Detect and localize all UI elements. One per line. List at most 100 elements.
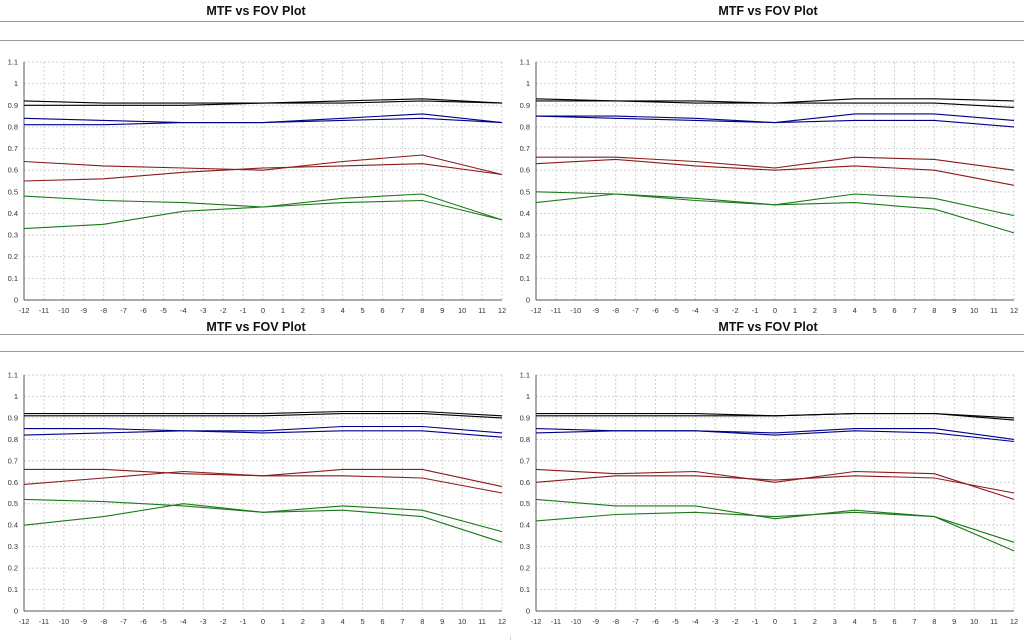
title-divider bbox=[512, 334, 1024, 335]
x-tick-label: 11 bbox=[478, 617, 486, 626]
x-tick-label: 12 bbox=[1010, 617, 1018, 626]
x-tick-label: -9 bbox=[592, 306, 599, 315]
x-tick-label: 3 bbox=[321, 306, 325, 315]
y-tick-label: 1.1 bbox=[520, 58, 530, 67]
y-tick-label: 0.8 bbox=[520, 435, 530, 444]
x-tick-label: -3 bbox=[712, 306, 719, 315]
x-tick-label: 9 bbox=[440, 617, 444, 626]
x-tick-label: -10 bbox=[58, 306, 69, 315]
y-tick-label: 0.1 bbox=[520, 274, 530, 283]
x-tick-label: -6 bbox=[140, 617, 147, 626]
y-tick-label: 1.1 bbox=[520, 371, 530, 380]
x-tick-label: 8 bbox=[420, 306, 424, 315]
x-tick-label: -2 bbox=[732, 306, 739, 315]
x-tick-label: 9 bbox=[952, 617, 956, 626]
y-tick-label: 0.7 bbox=[8, 456, 18, 465]
y-tick-label: 0.6 bbox=[520, 478, 530, 487]
series-line-green bbox=[23, 199, 503, 230]
x-tick-label: -8 bbox=[100, 306, 107, 315]
x-tick-label: -2 bbox=[732, 617, 739, 626]
x-tick-label: 8 bbox=[932, 306, 936, 315]
x-tick-label: -11 bbox=[551, 306, 561, 315]
y-tick-label: 0.6 bbox=[520, 166, 530, 175]
header-divider bbox=[0, 40, 512, 41]
series-line-blue bbox=[24, 117, 503, 126]
x-tick-label: -9 bbox=[80, 306, 87, 315]
series-line-black bbox=[536, 100, 1015, 108]
y-tick-label: 0.4 bbox=[520, 521, 530, 530]
chart-plot: -12 -11 -10 -9 -8 -7 -6 -5 -4 -3 -2 -1 0 1 2 3 4 5 6 7 8 9 10 1… bbox=[8, 58, 507, 316]
x-tick-label: 2 bbox=[301, 306, 305, 315]
series-line-blue bbox=[23, 430, 503, 438]
y-tick-label: 1 bbox=[526, 392, 530, 401]
x-tick-label: -1 bbox=[240, 306, 247, 315]
series-line-black bbox=[24, 410, 503, 417]
y-tick-label: 0.3 bbox=[520, 231, 530, 240]
x-tick-label: -5 bbox=[160, 306, 167, 315]
x-tick-label: -2 bbox=[220, 306, 227, 315]
chart-panel-bottom-left: MTF vs FOV Plot -12 -11 -10 -9 -8 -7 -6 -5 -4 -3-… bbox=[0, 316, 512, 636]
x-tick-label: 7 bbox=[400, 617, 404, 626]
x-tick-label: 0 bbox=[261, 306, 265, 315]
x-tick-label: -3 bbox=[712, 617, 719, 626]
y-tick-label: 0.7 bbox=[8, 144, 18, 153]
x-tick-label: -6 bbox=[652, 617, 659, 626]
x-tick-label: -9 bbox=[80, 617, 87, 626]
series-line-red bbox=[535, 475, 1015, 494]
series-line-red bbox=[23, 154, 503, 176]
series-line-black bbox=[24, 100, 503, 106]
x-tick-label: 4 bbox=[853, 306, 857, 315]
header-divider bbox=[512, 40, 1024, 41]
x-tick-label: -11 bbox=[39, 306, 49, 315]
x-tick-label: 1 bbox=[281, 306, 285, 315]
y-tick-label: 0.9 bbox=[520, 413, 530, 422]
x-tick-label: 10 bbox=[458, 617, 466, 626]
x-tick-label: -12 bbox=[531, 306, 542, 315]
x-tick-label: 2 bbox=[813, 617, 817, 626]
y-tick-label: 0.9 bbox=[8, 413, 18, 422]
x-tick-label: -1 bbox=[752, 306, 759, 315]
chart-plot: -12 -11 -10 -9 -8 -7 -6 -5 -4 -3 -2 -1 0 1 2 3 4 5 6 7 8 9 10 1… bbox=[8, 371, 507, 627]
y-tick-label: 0.1 bbox=[520, 585, 530, 594]
x-tick-label: 1 bbox=[793, 617, 797, 626]
x-tick-label: -4 bbox=[692, 617, 699, 626]
title-divider bbox=[0, 334, 512, 335]
x-tick-label: -6 bbox=[652, 306, 659, 315]
series-line-red bbox=[23, 163, 503, 182]
series-line-green bbox=[535, 511, 1015, 543]
x-tick-label: 11 bbox=[990, 617, 998, 626]
x-tick-label: -7 bbox=[120, 617, 127, 626]
y-tick-label: 0 bbox=[14, 296, 18, 305]
x-tick-label: 11 bbox=[478, 306, 486, 315]
chart-title: MTF vs FOV Plot bbox=[718, 320, 818, 334]
x-tick-label: 8 bbox=[420, 617, 424, 626]
x-tick-label: -7 bbox=[632, 617, 639, 626]
x-tick-label: -11 bbox=[551, 617, 561, 626]
chart-panel-top-left: MTF vs FOV Plot -12 -11 -10 -9 -8 -7 -6 -5 -4 -3-… bbox=[0, 0, 512, 320]
y-tick-label: 0 bbox=[526, 607, 530, 616]
x-tick-label: 0 bbox=[773, 306, 777, 315]
header-divider bbox=[0, 351, 512, 352]
header-divider bbox=[512, 351, 1024, 352]
x-tick-label: -4 bbox=[180, 617, 187, 626]
x-tick-label: 2 bbox=[301, 617, 305, 626]
x-tick-label: 6 bbox=[380, 617, 384, 626]
x-tick-label: 12 bbox=[498, 617, 506, 626]
x-tick-label: 1 bbox=[281, 617, 285, 626]
y-tick-label: 0.4 bbox=[520, 209, 530, 218]
x-tick-label: 6 bbox=[892, 617, 896, 626]
x-tick-label: 4 bbox=[341, 306, 345, 315]
x-tick-label: 9 bbox=[440, 306, 444, 315]
x-tick-label: -3 bbox=[200, 306, 207, 315]
y-tick-label: 0.5 bbox=[8, 499, 18, 508]
x-tick-label: 7 bbox=[912, 306, 916, 315]
x-tick-label: 4 bbox=[341, 617, 345, 626]
series-line-black bbox=[536, 413, 1015, 421]
x-tick-label: 11 bbox=[990, 306, 998, 315]
y-tick-label: 0.3 bbox=[8, 231, 18, 240]
x-tick-label: 3 bbox=[321, 617, 325, 626]
x-tick-label: -1 bbox=[752, 617, 759, 626]
series-line-red bbox=[23, 470, 503, 494]
y-tick-label: 1 bbox=[14, 79, 18, 88]
y-tick-label: 0.5 bbox=[8, 187, 18, 196]
